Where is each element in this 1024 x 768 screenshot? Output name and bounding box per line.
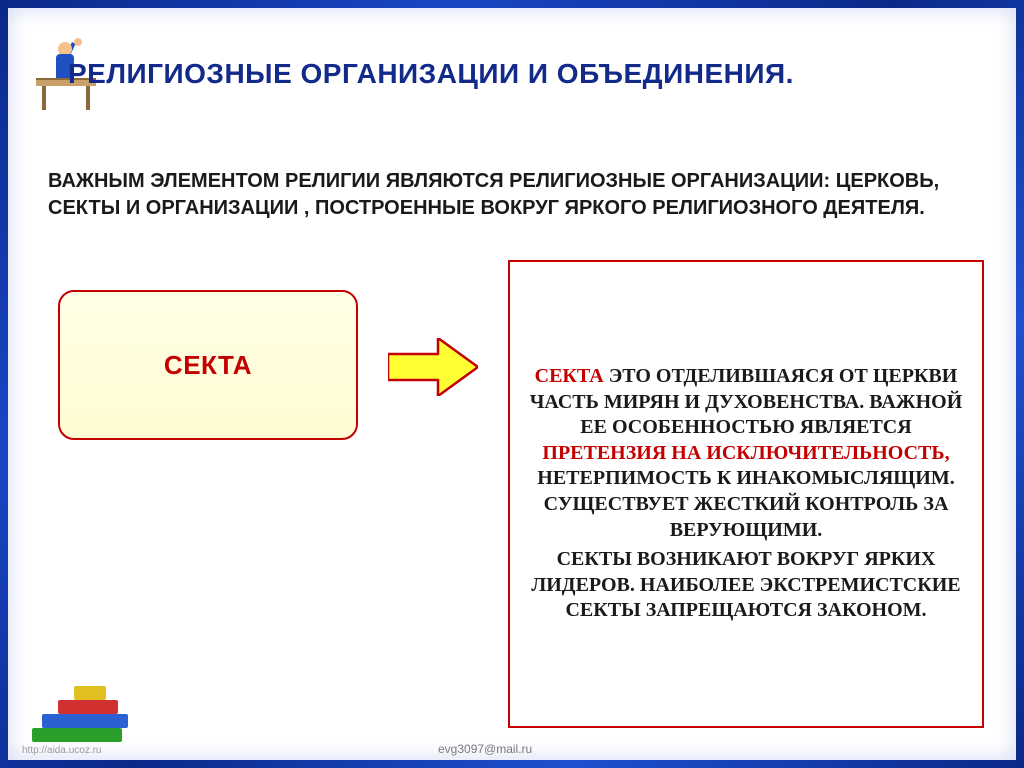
definition-highlight: ПРЕТЕНЗИЯ НА ИСКЛЮЧИТЕЛЬНОСТЬ, (542, 442, 949, 464)
definition-text-b: НЕТЕРПИМОСТЬ К ИНАКОМЫСЛЯЩИМ. СУЩЕСТВУЕТ… (537, 467, 954, 540)
page-title: РЕЛИГИОЗНЫЕ ОРГАНИЗАЦИИ И ОБЪЕДИНЕНИЯ. (68, 58, 986, 90)
footer-site: http://aida.ucoz.ru (22, 745, 102, 756)
slide: РЕЛИГИОЗНЫЕ ОРГАНИЗАЦИИ И ОБЪЕДИНЕНИЯ. В… (0, 0, 1024, 768)
header: РЕЛИГИОЗНЫЕ ОРГАНИЗАЦИИ И ОБЪЕДИНЕНИЯ. (68, 58, 986, 90)
arrow-right-icon (388, 338, 478, 396)
books-icon (32, 686, 142, 742)
definition-paragraph-1: СЕКТА ЭТО ОТДЕЛИВШАЯСЯ ОТ ЦЕРКВИ ЧАСТЬ М… (524, 364, 968, 543)
definition-paragraph-2: СЕКТЫ ВОЗНИКАЮТ ВОКРУГ ЯРКИХ ЛИДЕРОВ. НА… (524, 547, 968, 624)
term-box: СЕКТА (58, 290, 358, 440)
term-label: СЕКТА (164, 350, 252, 381)
footer-mail: evg3097@mail.ru (438, 742, 532, 756)
intro-text: ВАЖНЫМ ЭЛЕМЕНТОМ РЕЛИГИИ ЯВЛЯЮТСЯ РЕЛИГИ… (48, 168, 976, 222)
definition-term: СЕКТА (535, 365, 604, 387)
definition-box: СЕКТА ЭТО ОТДЕЛИВШАЯСЯ ОТ ЦЕРКВИ ЧАСТЬ М… (508, 260, 984, 728)
